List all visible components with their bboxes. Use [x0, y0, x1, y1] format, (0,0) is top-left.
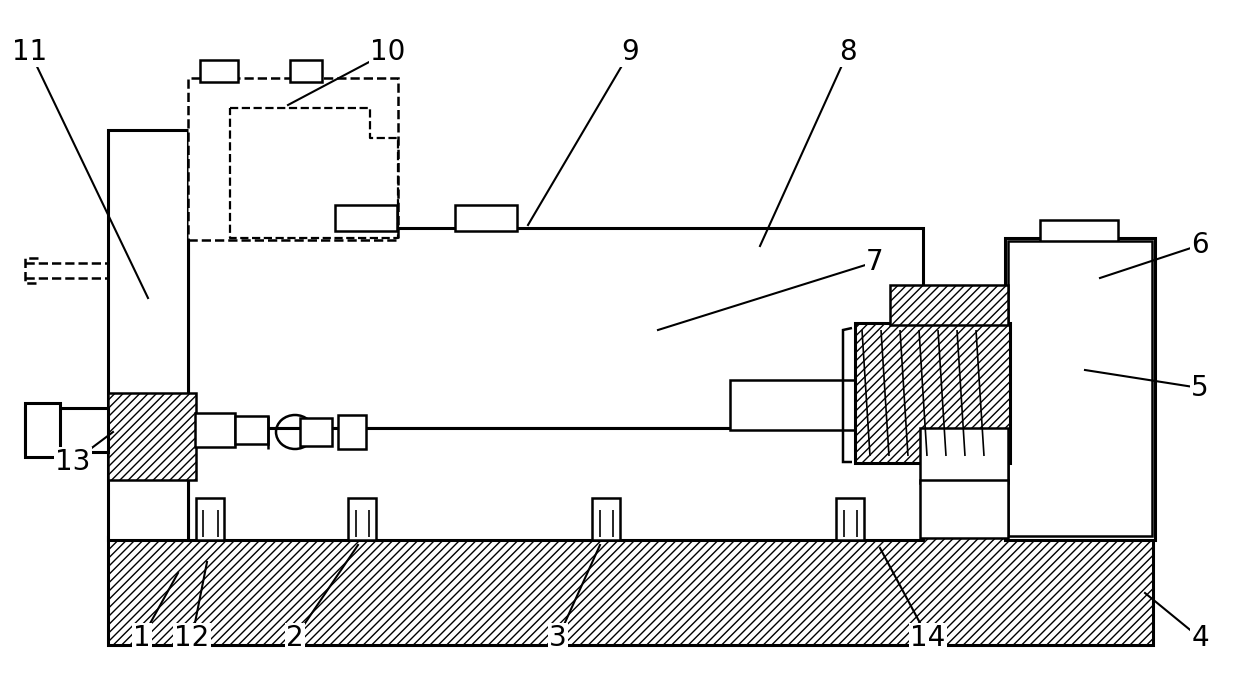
Bar — [455, 205, 517, 231]
Bar — [920, 480, 1008, 538]
Bar — [890, 285, 1008, 325]
Bar — [1040, 220, 1118, 242]
Text: 7: 7 — [867, 248, 884, 276]
Bar — [920, 428, 1008, 483]
Bar — [300, 418, 332, 446]
Bar — [836, 498, 864, 540]
Text: 11: 11 — [12, 38, 47, 66]
Text: 9: 9 — [621, 38, 639, 66]
Bar — [25, 403, 60, 457]
Bar — [195, 413, 236, 447]
Bar — [348, 498, 376, 540]
Bar — [339, 415, 366, 449]
Text: 6: 6 — [1192, 231, 1209, 259]
Text: 10: 10 — [371, 38, 405, 66]
Bar — [236, 416, 268, 444]
Text: 4: 4 — [1192, 624, 1209, 652]
Bar — [188, 428, 923, 540]
Bar — [108, 537, 1153, 645]
Text: 14: 14 — [910, 624, 946, 652]
Bar — [200, 60, 238, 82]
Bar — [1004, 238, 1154, 540]
Text: 2: 2 — [286, 624, 304, 652]
Bar — [108, 130, 188, 540]
Bar — [25, 408, 108, 452]
Bar — [188, 228, 923, 428]
Bar — [196, 498, 224, 540]
Bar — [108, 393, 196, 480]
Bar — [290, 60, 322, 82]
Text: 3: 3 — [549, 624, 567, 652]
Bar — [856, 323, 1011, 463]
Text: 13: 13 — [56, 448, 91, 476]
Text: 12: 12 — [175, 624, 210, 652]
Bar — [188, 78, 398, 240]
Bar — [730, 380, 923, 430]
Bar — [335, 205, 397, 231]
Bar — [591, 498, 620, 540]
Text: 8: 8 — [839, 38, 857, 66]
Bar — [1008, 241, 1152, 536]
Text: 5: 5 — [1192, 374, 1209, 402]
Text: 1: 1 — [133, 624, 151, 652]
